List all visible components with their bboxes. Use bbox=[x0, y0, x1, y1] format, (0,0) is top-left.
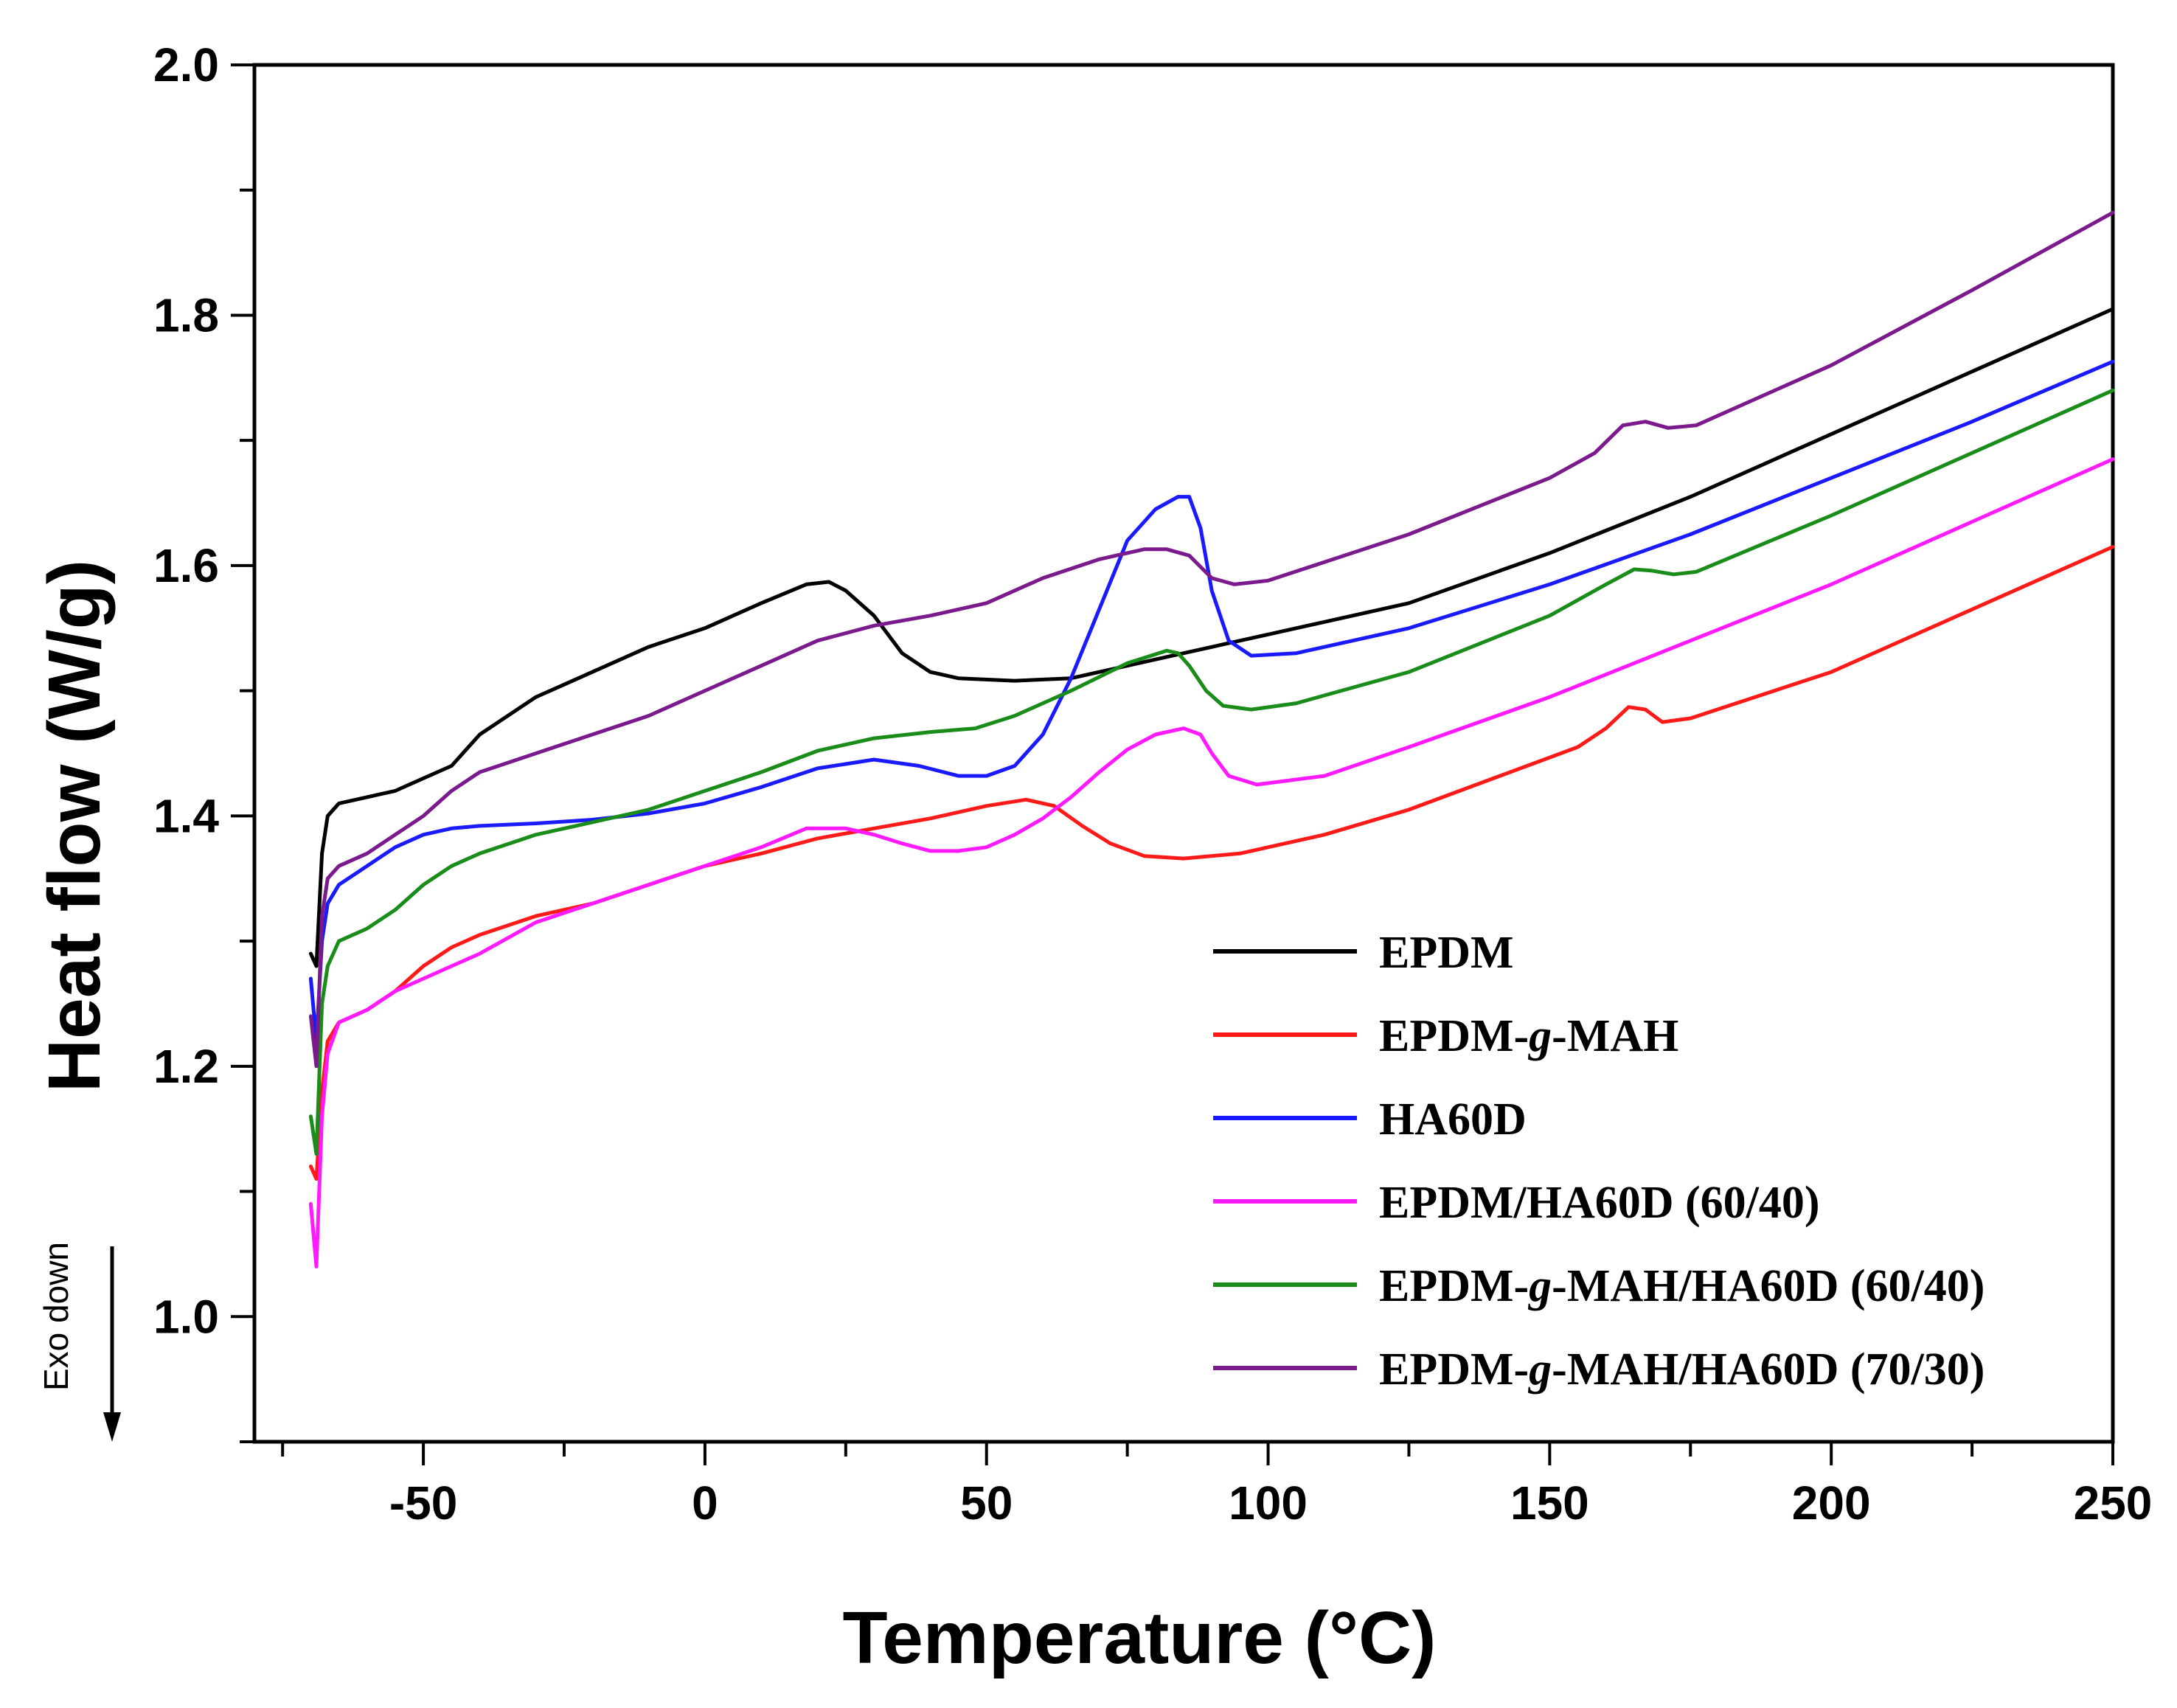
axes bbox=[252, 63, 2115, 1444]
x-tick-label: 200 bbox=[1792, 1476, 1871, 1530]
y-tick-label: 1.8 bbox=[153, 288, 219, 341]
x-tick-label: 250 bbox=[2074, 1476, 2153, 1530]
x-tick-label: 0 bbox=[692, 1476, 718, 1530]
series-line-6 bbox=[308, 210, 2115, 1069]
series-line-2 bbox=[308, 545, 2115, 1181]
legend-label-part: EPDM- bbox=[1379, 1261, 1529, 1311]
y-tick-label: 1.4 bbox=[153, 789, 219, 842]
y-axis-ticks: 1.0 1.2 1.4 1.6 1.8 2.0 bbox=[153, 38, 254, 1443]
x-tick-label: 150 bbox=[1510, 1476, 1589, 1530]
x-tick-label: 50 bbox=[960, 1476, 1013, 1530]
legend-label-part: EPDM bbox=[1379, 928, 1514, 978]
x-tick-label: -50 bbox=[389, 1476, 458, 1530]
legend-label-part: EPDM- bbox=[1379, 1011, 1529, 1061]
y-tick-label: 1.2 bbox=[153, 1040, 219, 1093]
legend-label: EPDM-g-MAH bbox=[1379, 1011, 1678, 1061]
x-axis-title: Temperature (°C) bbox=[843, 1597, 1437, 1679]
legend-label-part: g bbox=[1527, 1261, 1552, 1311]
legend-label-part: -MAH/HA60D (60/40) bbox=[1552, 1261, 1985, 1311]
legend-label: EPDM/HA60D (60/40) bbox=[1379, 1178, 1820, 1228]
exo-down-annotation: Exo down bbox=[37, 1242, 121, 1442]
legend-label-part: EPDM- bbox=[1379, 1344, 1529, 1395]
legend-label-part: -MAH bbox=[1552, 1011, 1678, 1061]
series-line-1 bbox=[308, 307, 2115, 968]
y-tick-label: 1.0 bbox=[153, 1290, 219, 1343]
y-tick-label: 2.0 bbox=[153, 38, 219, 91]
legend-label-part: EPDM/HA60D (60/40) bbox=[1379, 1178, 1820, 1228]
legend-label-part: -MAH/HA60D (70/30) bbox=[1552, 1344, 1985, 1395]
legend-label: EPDM-g-MAH/HA60D (60/40) bbox=[1379, 1261, 1985, 1311]
y-axis-title: Heat flow (W/g) bbox=[33, 560, 116, 1092]
series-lines bbox=[308, 210, 2115, 1268]
plot-frame bbox=[252, 63, 2115, 1444]
series-line-4 bbox=[308, 457, 2115, 1268]
down-arrow-head-icon bbox=[103, 1412, 121, 1442]
x-tick-label: 100 bbox=[1229, 1476, 1308, 1530]
exo-down-label: Exo down bbox=[37, 1242, 75, 1391]
series-line-5 bbox=[308, 388, 2115, 1156]
legend-label: HA60D bbox=[1379, 1094, 1527, 1145]
legend-label-part: g bbox=[1527, 1344, 1552, 1395]
y-tick-label: 1.6 bbox=[153, 539, 219, 592]
x-axis-ticks: -50 0 50 100 150 200 250 bbox=[281, 1442, 2153, 1530]
legend-label-part: HA60D bbox=[1379, 1094, 1527, 1145]
legend-label: EPDM bbox=[1379, 928, 1514, 978]
series-line-3 bbox=[308, 359, 2115, 1044]
legend-label: EPDM-g-MAH/HA60D (70/30) bbox=[1379, 1344, 1985, 1395]
legend-label-part: g bbox=[1527, 1011, 1552, 1061]
